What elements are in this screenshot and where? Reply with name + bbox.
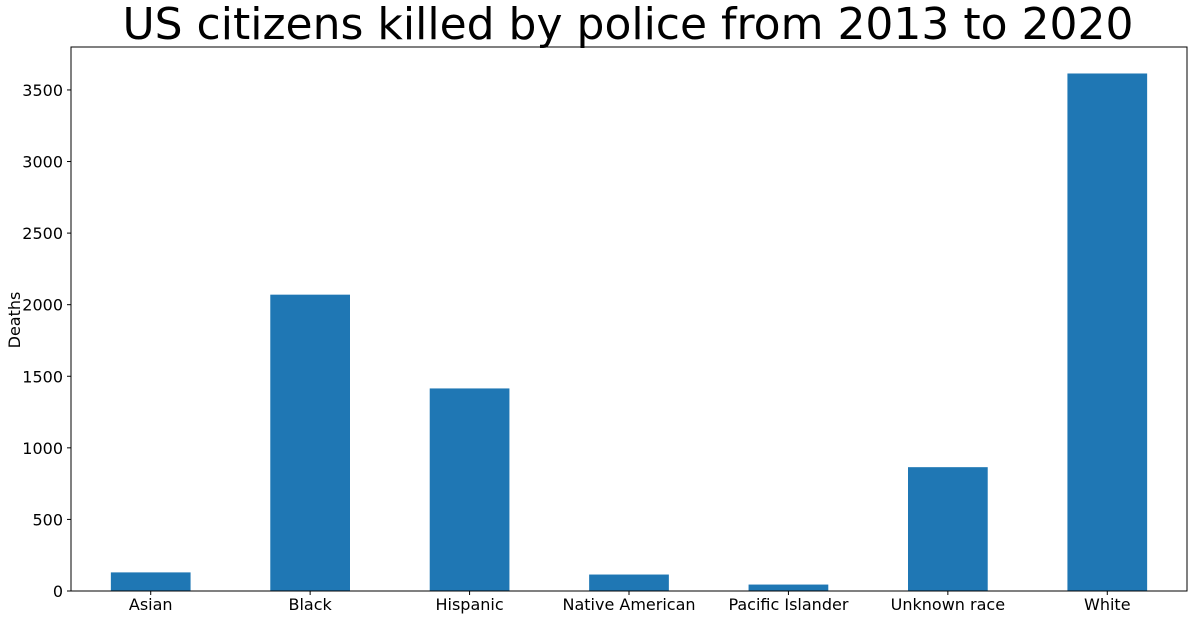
x-ticks: Asian Black Hispanic Native American Pacific…: [129, 591, 1131, 614]
x-tick-label: Unknown race: [891, 595, 1005, 614]
y-ticks: 0 500 1000 1500 2000 2500 3000 3500: [22, 81, 71, 601]
chart-title: US citizens killed by police from 2013 t…: [122, 0, 1133, 50]
bar-black: [270, 294, 350, 591]
x-tick-label: White: [1084, 595, 1131, 614]
y-tick-label: 1500: [22, 367, 63, 386]
x-tick-label: Black: [288, 595, 332, 614]
bar-native-american: [589, 574, 669, 591]
y-tick-label: 2500: [22, 224, 63, 243]
plot-frame: [70, 46, 1188, 592]
x-tick-label: Native American: [562, 595, 695, 614]
y-tick-label: 0: [53, 582, 63, 601]
bar-asian: [110, 572, 191, 591]
bar-hispanic: [429, 388, 510, 591]
bar-white: [1067, 73, 1148, 592]
bars-layer: [110, 73, 1148, 592]
y-tick-label: 2000: [22, 296, 63, 315]
bar-unknown-race: [908, 467, 988, 591]
y-axis-label: Deaths: [5, 292, 24, 349]
y-tick-label: 3500: [22, 81, 63, 100]
x-tick-label: Pacific Islander: [728, 595, 848, 614]
x-tick-label: Hispanic: [435, 595, 503, 614]
y-tick-label: 1000: [22, 439, 63, 458]
y-tick-label: 3000: [22, 153, 63, 172]
y-tick-label: 500: [32, 510, 63, 529]
x-tick-label: Asian: [129, 595, 173, 614]
bar-pacific-islander: [748, 584, 829, 591]
